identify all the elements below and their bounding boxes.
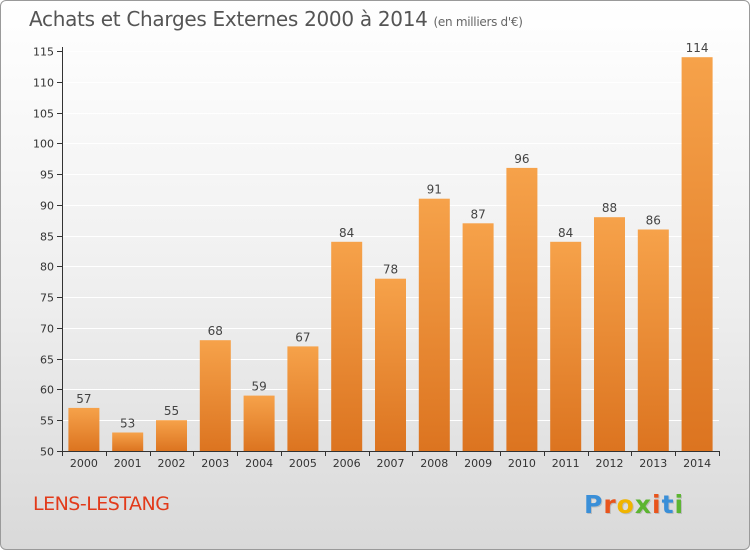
y-tick-label: 100 [33,138,54,151]
y-tick-label: 50 [40,446,54,459]
x-tick-label: 2006 [333,457,361,470]
bar-2007[interactable] [375,278,406,451]
x-tick-label: 2007 [377,457,405,470]
x-tick-label: 2003 [201,457,229,470]
bar-2005[interactable] [287,346,319,451]
y-tick-label: 60 [40,384,54,397]
logo-letter: i [674,490,685,519]
bar-2009[interactable] [462,223,494,451]
y-tick-label: 110 [33,77,54,90]
logo-letter: t [661,490,675,519]
y-tick-label: 80 [40,261,54,274]
x-tick-label: 2014 [683,457,711,470]
y-tick-label: 55 [40,415,54,428]
y-tick-label: 70 [40,323,54,336]
bar-2012[interactable] [594,217,625,451]
value-label: 84 [558,226,573,240]
x-tick-label: 2005 [289,457,317,470]
chart-title: Achats et Charges Externes 2000 à 2014 (e… [29,7,523,31]
x-tick-label: 2001 [114,457,142,470]
chart-subtitle: (en milliers d'€) [433,15,523,29]
x-tick-label: 2011 [552,457,580,470]
bar-2003[interactable] [199,340,231,451]
x-tick-label: 2009 [464,457,492,470]
bar-2001[interactable] [112,432,144,452]
value-label: 91 [427,183,442,197]
x-tick-label: 2000 [70,457,98,470]
value-label: 57 [76,392,91,406]
value-label: 68 [208,324,223,338]
chart-title-text: Achats et Charges Externes 2000 à 2014 [29,7,428,31]
proxiti-logo[interactable]: Proxiti [584,490,684,519]
value-label: 53 [120,417,135,431]
y-tick-label: 85 [40,231,54,244]
y-tick-label: 90 [40,200,54,213]
x-tick-label: 2008 [420,457,448,470]
bar-2013[interactable] [637,229,669,452]
bar-2014[interactable] [681,57,713,451]
value-label: 59 [251,380,266,394]
x-tick-label: 2002 [158,457,186,470]
x-tick-label: 2010 [508,457,536,470]
x-tick-label: 2013 [639,457,667,470]
commune-name: LENS-LESTANG [33,493,170,515]
axes: 50 55 60 65 70 75 80 85 90 95 100 105 110 115 2000 2001… [33,46,720,470]
y-tick-label: 75 [40,292,54,305]
y-tick-label: 105 [33,108,54,121]
value-label: 87 [470,207,485,221]
value-label: 88 [602,201,617,215]
y-tick-label: 95 [40,169,54,182]
value-label: 96 [514,152,529,166]
logo-letter: o [616,490,635,519]
bar-2006[interactable] [331,241,363,451]
value-label: 55 [164,404,179,418]
x-tick-label: 2004 [245,457,273,470]
logo-letter: i [652,490,662,519]
y-tick-label: 115 [33,46,54,59]
y-tick-label: 65 [40,354,54,367]
value-label: 78 [383,263,398,277]
logo-letter: r [603,490,617,519]
x-tick-label: 2012 [596,457,624,470]
bar-2008[interactable] [418,198,450,451]
bar-2004[interactable] [243,395,275,451]
value-label: 84 [339,226,354,240]
bar-2010[interactable] [506,167,538,451]
bar-2000[interactable] [68,407,100,451]
bars: 57 53 55 68 59 67 84 78 91 87 96 84 88 86 114 [68,41,713,452]
logo-letter: P [584,490,604,519]
value-label: 86 [646,214,661,228]
logo-letter: x [634,490,652,519]
value-label: 114 [686,41,709,55]
bar-2002[interactable] [156,420,187,451]
bar-2011[interactable] [550,241,582,451]
value-label: 67 [295,330,310,344]
